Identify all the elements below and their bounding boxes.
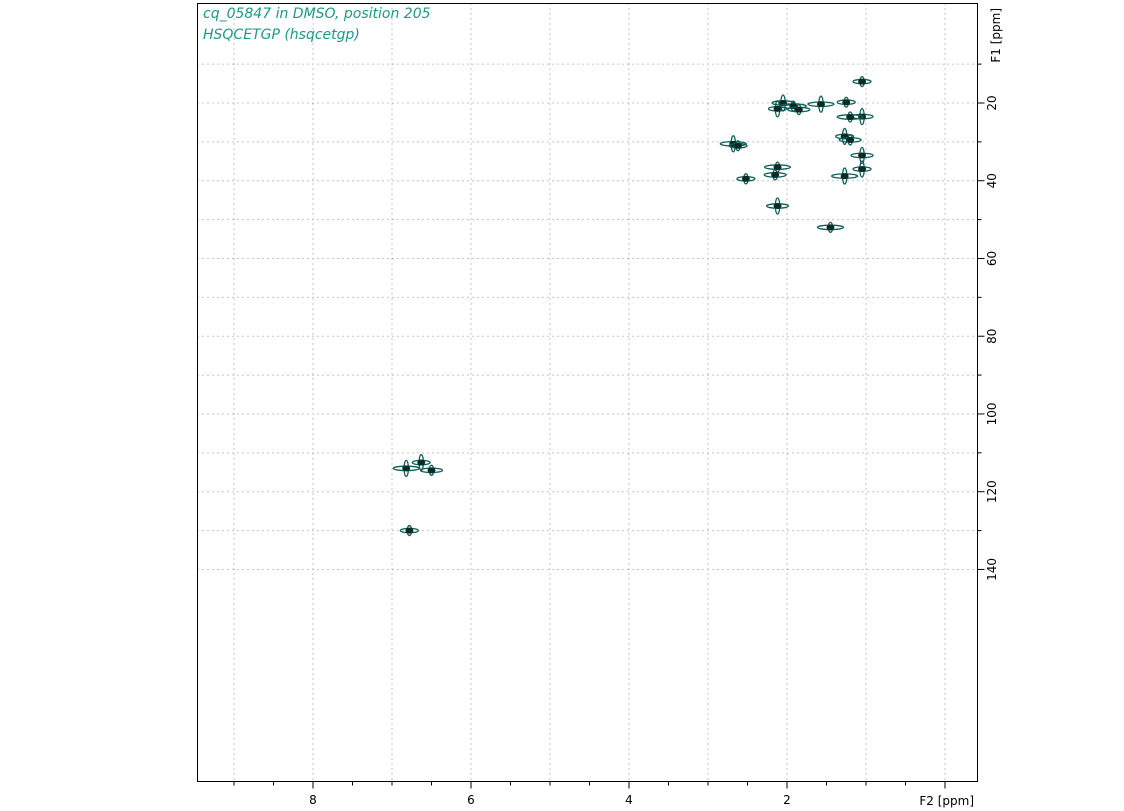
hsqc-peak bbox=[419, 464, 444, 476]
peak-core bbox=[842, 99, 851, 106]
hsqc-peak bbox=[787, 103, 811, 116]
hsqc-peak bbox=[816, 221, 845, 234]
peak-core bbox=[846, 136, 855, 143]
y-tick-label: 60 bbox=[985, 251, 999, 266]
hsqc-peak bbox=[392, 459, 420, 478]
peak-core bbox=[858, 166, 867, 173]
hsqc-peak bbox=[836, 111, 864, 123]
grid-lines bbox=[197, 3, 978, 782]
x-tick-label: 8 bbox=[309, 793, 317, 807]
y-tick-label: 140 bbox=[985, 558, 999, 581]
peak-core bbox=[402, 465, 411, 472]
peak-core bbox=[427, 467, 436, 474]
hsqc-peak bbox=[728, 140, 748, 152]
y-tick-label: 100 bbox=[985, 403, 999, 426]
peak-core bbox=[826, 224, 835, 231]
hsqc-peak bbox=[765, 197, 790, 215]
hsqc-peak bbox=[767, 100, 788, 118]
hsqc-peak bbox=[399, 524, 420, 537]
hsqc-peak bbox=[736, 173, 756, 185]
y-tick-label: 20 bbox=[985, 95, 999, 110]
peak-core bbox=[773, 203, 782, 210]
hsqc-peak bbox=[763, 169, 787, 181]
peak-contours bbox=[392, 75, 874, 537]
peak-core bbox=[858, 78, 867, 85]
peak-core bbox=[794, 106, 803, 113]
plot-frame bbox=[197, 3, 978, 782]
y-tick-label: 40 bbox=[985, 173, 999, 188]
hsqc-peak bbox=[852, 160, 872, 178]
peak-core bbox=[816, 101, 825, 108]
peak-core bbox=[846, 113, 855, 120]
spectrum-title: cq_05847 in DMSO, position 205 bbox=[203, 6, 431, 22]
y-tick-label: 120 bbox=[985, 480, 999, 503]
hsqc-peak bbox=[836, 96, 856, 108]
peak-core bbox=[840, 173, 849, 180]
hsqc-peak bbox=[807, 95, 835, 113]
axes: 8 6 4 2 20 40 60 80 100 120 140 bbox=[233, 63, 999, 807]
peak-core bbox=[417, 459, 426, 466]
y-tick-label: 80 bbox=[985, 329, 999, 344]
peak-core bbox=[734, 142, 743, 149]
hsqc-peak bbox=[852, 75, 872, 88]
x-tick-label: 6 bbox=[467, 793, 475, 807]
peak-core bbox=[773, 105, 782, 112]
hsqc-peak bbox=[838, 134, 862, 146]
peak-core bbox=[741, 175, 750, 182]
experiment-subtitle: HSQCETGP (hsqcetgp) bbox=[203, 27, 360, 43]
hsqc-peak bbox=[850, 146, 874, 165]
x-tick-label: 4 bbox=[625, 793, 633, 807]
x-tick-label: 2 bbox=[783, 793, 791, 807]
peak-core bbox=[405, 527, 414, 534]
y-axis-label: F1 [ppm] bbox=[989, 8, 1003, 63]
x-axis-label: F2 [ppm] bbox=[919, 794, 974, 808]
hsqc-peak bbox=[831, 167, 859, 185]
peak-core bbox=[773, 164, 782, 171]
peak-core bbox=[771, 171, 780, 178]
peak-core bbox=[858, 152, 867, 159]
